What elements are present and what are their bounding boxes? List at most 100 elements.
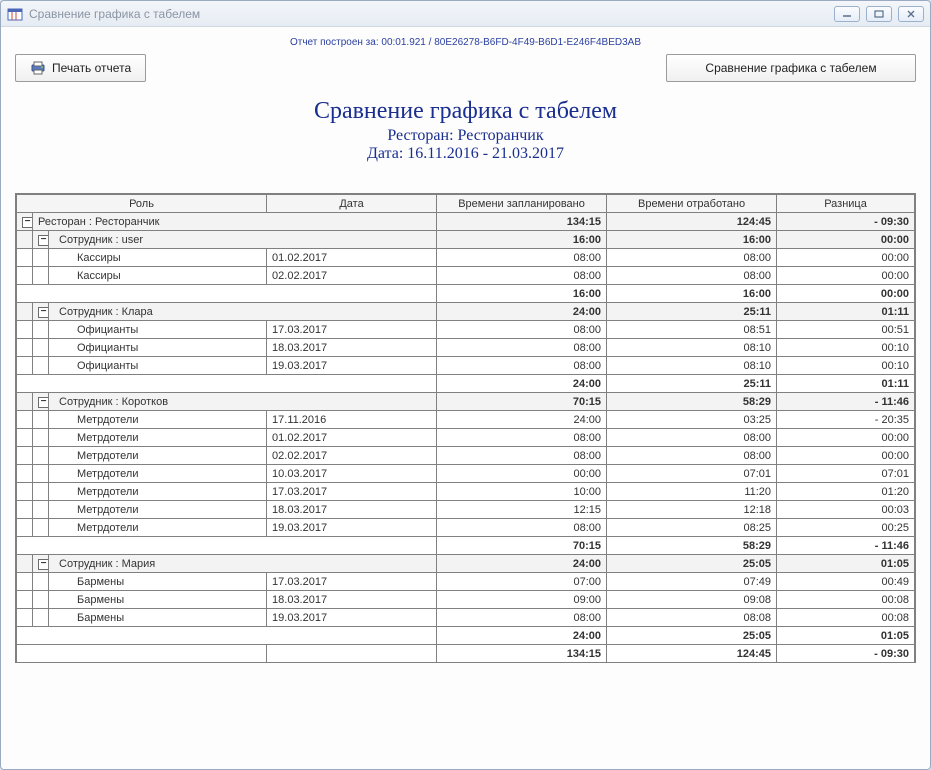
table-row: Официанты19.03.201708:0008:1000:10 [17, 357, 915, 375]
cell-role: Кассиры [49, 249, 267, 267]
cell-role: Метрдотели [49, 447, 267, 465]
minus-icon: − [38, 559, 49, 570]
cell-diff: 00:00 [777, 231, 915, 249]
subtotal-row: 16:0016:0000:00 [17, 285, 915, 303]
cell-diff: 00:00 [777, 429, 915, 447]
expand-toggle[interactable]: − [33, 303, 49, 321]
cell-planned: 08:00 [437, 519, 607, 537]
cell-date: 19.03.2017 [267, 357, 437, 375]
cell-worked: 11:20 [607, 483, 777, 501]
cell-planned: 134:15 [437, 213, 607, 231]
cell-planned: 10:00 [437, 483, 607, 501]
group-row: −Сотрудник : Мария24:0025:0501:05 [17, 555, 915, 573]
cell-diff: 01:11 [777, 375, 915, 393]
cell-role: Бармены [49, 573, 267, 591]
subtotal-row: 70:1558:29- 11:46 [17, 537, 915, 555]
toolbar: Печать отчета Сравнение графика с табеле… [15, 54, 916, 82]
cell-role: Метрдотели [49, 519, 267, 537]
minus-icon: − [38, 235, 49, 246]
cell-worked: 08:00 [607, 249, 777, 267]
app-window: Сравнение графика с табелем Отчет постро… [0, 0, 931, 770]
table-row: Бармены18.03.201709:0009:0800:08 [17, 591, 915, 609]
cell-planned: 09:00 [437, 591, 607, 609]
col-plan: Времени запланировано [437, 195, 607, 213]
cell-date: 02.02.2017 [267, 267, 437, 285]
col-work: Времени отработано [607, 195, 777, 213]
cell-worked: 124:45 [607, 645, 777, 663]
header-row: Роль Дата Времени запланировано Времени … [17, 195, 915, 213]
cell-date: 17.03.2017 [267, 483, 437, 501]
cell-role: Метрдотели [49, 501, 267, 519]
print-button[interactable]: Печать отчета [15, 54, 146, 82]
cell-planned: 08:00 [437, 357, 607, 375]
build-info: Отчет построен за: 00:01.921 / 80E26278-… [15, 37, 916, 48]
expand-toggle[interactable]: − [33, 555, 49, 573]
table-row: Метрдотели17.03.201710:0011:2001:20 [17, 483, 915, 501]
subtotal-row: 24:0025:1101:11 [17, 375, 915, 393]
table-row: Официанты18.03.201708:0008:1000:10 [17, 339, 915, 357]
cell-diff: - 20:35 [777, 411, 915, 429]
group-label: Сотрудник : Коротков [49, 393, 437, 411]
report-date-range: Дата: 16.11.2016 - 21.03.2017 [15, 145, 916, 163]
cell-worked: 08:00 [607, 429, 777, 447]
cell-diff: - 09:30 [777, 645, 915, 663]
cell-date: 18.03.2017 [267, 339, 437, 357]
cell-planned: 24:00 [437, 303, 607, 321]
window-title: Сравнение графика с табелем [29, 7, 200, 21]
cell-diff: 00:00 [777, 447, 915, 465]
col-diff: Разница [777, 195, 915, 213]
cell-planned: 70:15 [437, 537, 607, 555]
cell-worked: 08:25 [607, 519, 777, 537]
minimize-button[interactable] [834, 6, 860, 22]
cell-diff: 01:20 [777, 483, 915, 501]
cell-diff: 00:49 [777, 573, 915, 591]
cell-planned: 08:00 [437, 609, 607, 627]
table-row: Метрдотели10.03.201700:0007:0107:01 [17, 465, 915, 483]
table-row: Кассиры02.02.201708:0008:0000:00 [17, 267, 915, 285]
expand-toggle[interactable]: − [17, 213, 33, 231]
cell-diff: 00:08 [777, 609, 915, 627]
cell-date: 10.03.2017 [267, 465, 437, 483]
cell-diff: - 11:46 [777, 393, 915, 411]
cell-worked: 25:05 [607, 627, 777, 645]
cell-diff: 00:10 [777, 357, 915, 375]
cell-date: 02.02.2017 [267, 447, 437, 465]
minus-icon: − [38, 307, 49, 318]
cell-date: 18.03.2017 [267, 591, 437, 609]
maximize-button[interactable] [866, 6, 892, 22]
cell-diff: - 11:46 [777, 537, 915, 555]
cell-worked: 25:11 [607, 375, 777, 393]
cell-worked: 08:00 [607, 267, 777, 285]
cell-role: Метрдотели [49, 411, 267, 429]
cell-date: 18.03.2017 [267, 501, 437, 519]
cell-planned: 24:00 [437, 375, 607, 393]
cell-diff: 00:10 [777, 339, 915, 357]
expand-toggle[interactable]: − [33, 231, 49, 249]
compare-button[interactable]: Сравнение графика с табелем [666, 54, 916, 82]
table-row: Бармены17.03.201707:0007:4900:49 [17, 573, 915, 591]
cell-date: 17.03.2017 [267, 573, 437, 591]
minus-icon: − [22, 217, 33, 228]
cell-planned: 134:15 [437, 645, 607, 663]
close-button[interactable] [898, 6, 924, 22]
cell-worked: 124:45 [607, 213, 777, 231]
table-row: Официанты17.03.201708:0008:5100:51 [17, 321, 915, 339]
cell-role: Бармены [49, 591, 267, 609]
group-label: Сотрудник : Клара [49, 303, 437, 321]
table-row: Метрдотели18.03.201712:1512:1800:03 [17, 501, 915, 519]
grand-total-row: 134:15124:45- 09:30 [17, 645, 915, 663]
cell-worked: 16:00 [607, 231, 777, 249]
cell-worked: 25:11 [607, 303, 777, 321]
col-role: Роль [17, 195, 267, 213]
expand-toggle[interactable]: − [33, 393, 49, 411]
cell-planned: 24:00 [437, 411, 607, 429]
title-bar: Сравнение графика с табелем [1, 1, 930, 27]
cell-date: 17.11.2016 [267, 411, 437, 429]
group-row: −Ресторан : Ресторанчик134:15124:45- 09:… [17, 213, 915, 231]
cell-planned: 08:00 [437, 249, 607, 267]
cell-planned: 24:00 [437, 555, 607, 573]
cell-worked: 07:49 [607, 573, 777, 591]
cell-planned: 00:00 [437, 465, 607, 483]
table-row: Бармены19.03.201708:0008:0800:08 [17, 609, 915, 627]
cell-planned: 12:15 [437, 501, 607, 519]
